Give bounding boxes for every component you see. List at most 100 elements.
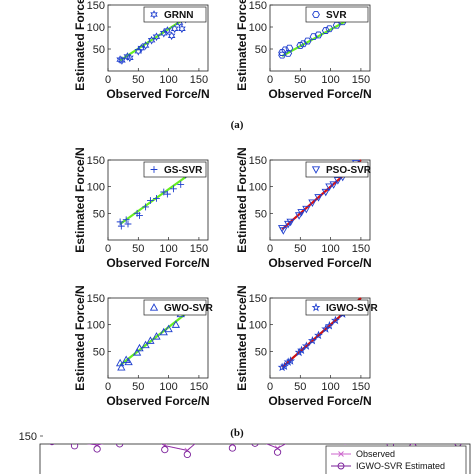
data-point: [278, 49, 287, 56]
y-axis-label: Estimated Force/N: [235, 147, 249, 252]
data-point: [171, 320, 181, 328]
data-point: [228, 444, 237, 452]
data-point: [308, 199, 317, 207]
x-tick-label: 0: [105, 381, 111, 393]
data-point: [49, 444, 55, 446]
data-point: [70, 444, 79, 450]
x-axis-label: Observed Force/N: [106, 256, 209, 270]
legend-label: IGWO-SVR Estimated: [356, 461, 445, 471]
data-point: [183, 450, 191, 459]
data-point: [321, 188, 330, 197]
data-point: [152, 332, 161, 340]
x-axis-label: Observed Force/N: [268, 256, 371, 270]
data-point: [178, 24, 186, 34]
legend-marker: [338, 451, 344, 457]
x-axis-label: Observed Force/N: [106, 394, 209, 408]
data-point: [333, 177, 343, 185]
legend-label: SVR: [326, 10, 347, 21]
data-point: [307, 336, 317, 345]
data-point: [132, 348, 142, 356]
data-point: [456, 437, 461, 442]
data-point: [329, 181, 338, 189]
x-axis-label: Observed Force/N: [106, 87, 209, 101]
y-tick-label: 150: [87, 293, 105, 305]
data-point: [325, 320, 334, 330]
legend-marker: [312, 11, 320, 18]
data-point: [279, 227, 288, 235]
y-axis-label: Estimated Force/N: [73, 147, 87, 252]
data-point: [207, 432, 213, 438]
data-point: [229, 444, 236, 447]
x-tick-label: 50: [132, 74, 144, 86]
data-point: [314, 194, 323, 202]
x-tick-label: 100: [159, 243, 177, 255]
data-point: [126, 53, 134, 63]
data-point: [117, 222, 125, 230]
data-point: [177, 181, 185, 188]
data-point: [388, 438, 393, 443]
y-tick-label: 50: [93, 208, 105, 220]
legend-marker: [337, 462, 345, 470]
caption-a: (a): [231, 119, 244, 131]
x-tick-label: 0: [105, 74, 111, 86]
data-point: [296, 42, 305, 49]
y-tick-label: 50: [255, 346, 267, 358]
data-point: [124, 220, 132, 228]
y-tick-label: 150: [19, 431, 37, 443]
x-tick-label: 100: [321, 74, 339, 86]
y-axis-label: Estimated Force/N: [73, 0, 87, 91]
y-tick-label: 50: [255, 208, 267, 220]
y-tick-label: 150: [87, 155, 105, 167]
x-tick-label: 0: [267, 74, 273, 86]
data-point: [283, 357, 293, 366]
legend-box: [325, 445, 467, 474]
legend-label: GS-SVR: [164, 165, 203, 176]
data-point: [163, 26, 172, 35]
data-point: [116, 55, 124, 64]
data-point: [164, 324, 173, 333]
data-point: [141, 340, 150, 349]
x-tick-label: 50: [294, 74, 306, 86]
y-tick-label: 50: [93, 44, 105, 56]
data-point: [294, 212, 304, 220]
data-point: [432, 432, 438, 438]
x-tick-label: 150: [190, 74, 208, 86]
data-point: [365, 431, 370, 436]
data-point: [118, 56, 126, 65]
data-point: [303, 37, 312, 45]
y-tick-label: 150: [249, 0, 267, 12]
data-point: [319, 433, 325, 439]
caption-b: (b): [230, 427, 244, 439]
legend-marker: [311, 302, 321, 312]
data-point: [146, 336, 155, 344]
legend-box: [305, 6, 369, 23]
data-point: [280, 361, 290, 371]
data-point: [137, 43, 146, 53]
data-point: [167, 31, 176, 41]
data-point: [285, 44, 294, 52]
x-axis-label: Observed Force/N: [268, 394, 371, 408]
data-point: [321, 27, 330, 34]
legend-box: [143, 161, 207, 178]
x-tick-label: 100: [159, 74, 177, 86]
legend-marker: [149, 303, 159, 311]
x-tick-label: 150: [352, 381, 370, 393]
data-point: [286, 218, 295, 227]
data-point: [273, 448, 282, 456]
y-tick-label: 150: [249, 155, 267, 167]
y-axis-label: Estimated Force/N: [235, 0, 249, 91]
x-tick-label: 150: [352, 243, 370, 255]
y-tick-label: 150: [87, 0, 105, 12]
x-tick-label: 50: [294, 381, 306, 393]
x-tick-label: 50: [132, 381, 144, 393]
data-point: [116, 444, 124, 448]
x-tick-label: 150: [190, 243, 208, 255]
y-tick-label: 100: [87, 182, 105, 194]
y-tick-label: 100: [87, 22, 105, 34]
data-point: [153, 195, 160, 202]
x-tick-label: 100: [321, 381, 339, 393]
x-tick-label: 0: [267, 243, 273, 255]
data-point: [297, 209, 306, 217]
data-point: [134, 46, 143, 56]
